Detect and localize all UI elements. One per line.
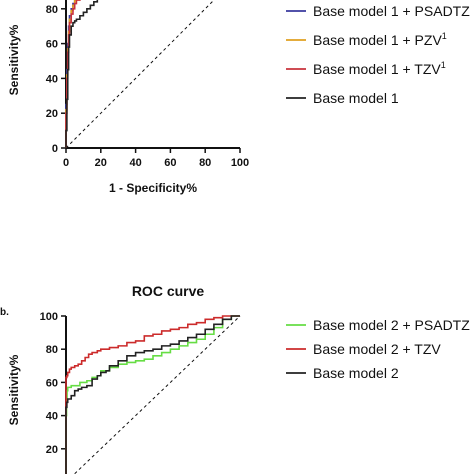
panel-b-y-tick-label: 60 [46, 377, 58, 389]
panel-b-y-tick-label: 20 [46, 444, 58, 456]
panel-a-x-tick-label: 100 [231, 157, 249, 169]
panel-b-y-tick-label: 80 [46, 344, 58, 356]
panel-b-legend: Base model 2 + PSADTZ Base model 2 + TZV B… [286, 317, 470, 381]
panel-b-series-line-1 [65, 315, 240, 474]
panel-b-label: b. [0, 307, 9, 318]
panel-b-y-tick-label: 100 [40, 311, 58, 323]
panel-b-title: ROC curve [132, 283, 205, 299]
panel-b-y-axis-label: Sensitivity% [7, 354, 21, 425]
panel-a-legend: Base model 1 + PSADTZ Base model 1 + PZV1… [286, 3, 470, 106]
panel-a-y-tick-label: 40 [46, 73, 58, 85]
panel-a-series-line-2 [65, 0, 81, 148]
panel-a-y-tick-label: 0 [52, 143, 58, 155]
panel-a-y-axis-label: Sensitivity% [7, 24, 21, 95]
panel-b-legend-label-0: Base model 2 + PSADTZ [313, 317, 470, 333]
panel-a-legend-label-1: Base model 1 + PZV1 [313, 31, 447, 48]
panel-a-y-tick-label: 20 [46, 108, 58, 120]
panel-a-y-tick-label: 60 [46, 39, 58, 51]
panel-a-legend-label-0: Base model 1 + PSADTZ [313, 3, 470, 19]
panel-a-series [65, 0, 99, 148]
panel-a-legend-label-2: Base model 1 + TZV1 [313, 60, 446, 77]
panel-a-ticks: 0 20 40 60 80 0 20 40 60 80 100 [46, 4, 249, 169]
roc-panel-b: b. ROC curve 20 40 60 80 100 Sensitivity% Ba… [0, 283, 470, 474]
panel-a-x-tick-label: 60 [164, 157, 176, 169]
panel-b-legend-label-1: Base model 2 + TZV [313, 341, 441, 357]
panel-b-series-line-2 [65, 315, 240, 474]
panel-a-series-line-3 [65, 0, 99, 148]
panel-a-legend-superscript-1: 1 [442, 31, 447, 41]
panel-b-ticks: 20 40 60 80 100 [40, 311, 66, 456]
panel-a-x-axis-label: 1 - Specificity% [109, 181, 197, 195]
panel-a-x-tick-label: 40 [129, 157, 141, 169]
panel-b-series-line-0 [65, 315, 240, 474]
panel-b-reference-diagonal [73, 315, 241, 474]
panel-a-legend-label-3: Base model 1 [313, 90, 399, 106]
panel-a-legend-superscript-2: 1 [441, 60, 446, 70]
roc-panel-a: 0 20 40 60 80 0 20 40 60 80 100 1 - Specificity% S… [7, 0, 470, 195]
panel-a-x-tick-label: 20 [95, 157, 107, 169]
panel-b-y-tick-label: 40 [46, 411, 58, 423]
panel-b-series [65, 315, 240, 474]
panel-a-reference-diagonal [65, 0, 215, 149]
panel-a-x-tick-label: 80 [199, 157, 211, 169]
panel-b-legend-label-2: Base model 2 [313, 365, 399, 381]
panel-a-y-tick-label: 80 [46, 4, 58, 16]
panel-a-x-tick-label: 0 [63, 157, 69, 169]
